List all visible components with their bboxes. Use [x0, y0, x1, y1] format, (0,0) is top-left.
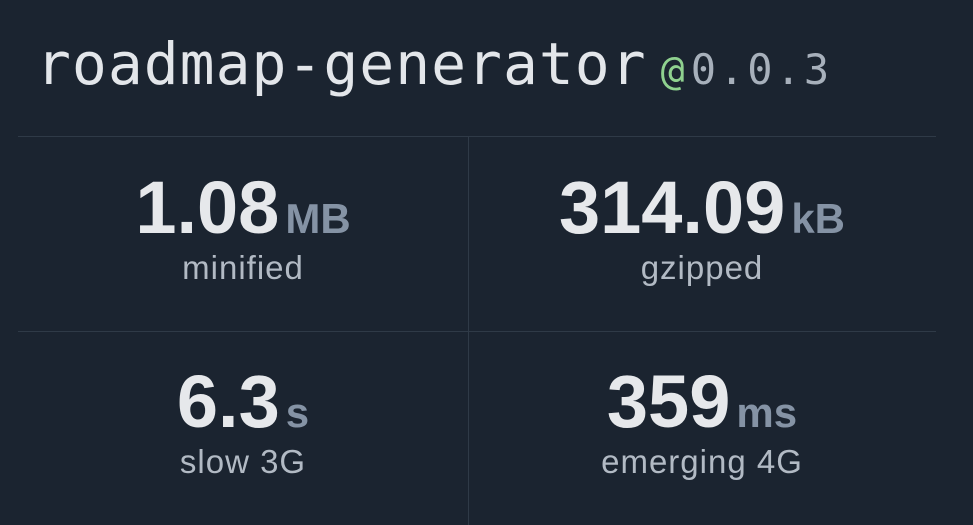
stat-cell: 314.09 kB gzipped [477, 168, 927, 288]
stat-unit: MB [285, 195, 351, 242]
at-sign: @ [660, 48, 685, 94]
stat-label: slow 3G [179, 443, 307, 480]
stat-figure: 6.3 s [18, 362, 468, 442]
package-title: roadmap-generator @0.0.3 [36, 30, 832, 110]
stat-value: 1.08 [135, 166, 280, 249]
divider [468, 136, 469, 525]
stat-cell: 359 ms emerging 4G [477, 362, 927, 482]
stat-label: gzipped [640, 249, 764, 286]
stat-figure: 359 ms [477, 362, 927, 442]
stat-label: emerging 4G [601, 443, 803, 480]
stat-value: 6.3 [176, 360, 280, 443]
stat-cell: 6.3 s slow 3G [18, 362, 468, 482]
stat-figure: 1.08 MB [18, 168, 468, 248]
package-name: roadmap-generator [36, 30, 647, 98]
divider [18, 136, 936, 137]
stat-value: 359 [606, 360, 731, 443]
stat-unit: s [285, 389, 310, 436]
stat-value: 314.09 [558, 166, 786, 249]
stat-unit: kB [791, 195, 846, 242]
stat-cell: 1.08 MB minified [18, 168, 468, 288]
package-version: 0.0.3 [690, 45, 833, 94]
stat-figure: 314.09 kB [477, 168, 927, 248]
divider [18, 331, 936, 332]
stat-label: minified [182, 249, 304, 286]
stat-unit: ms [736, 389, 798, 436]
